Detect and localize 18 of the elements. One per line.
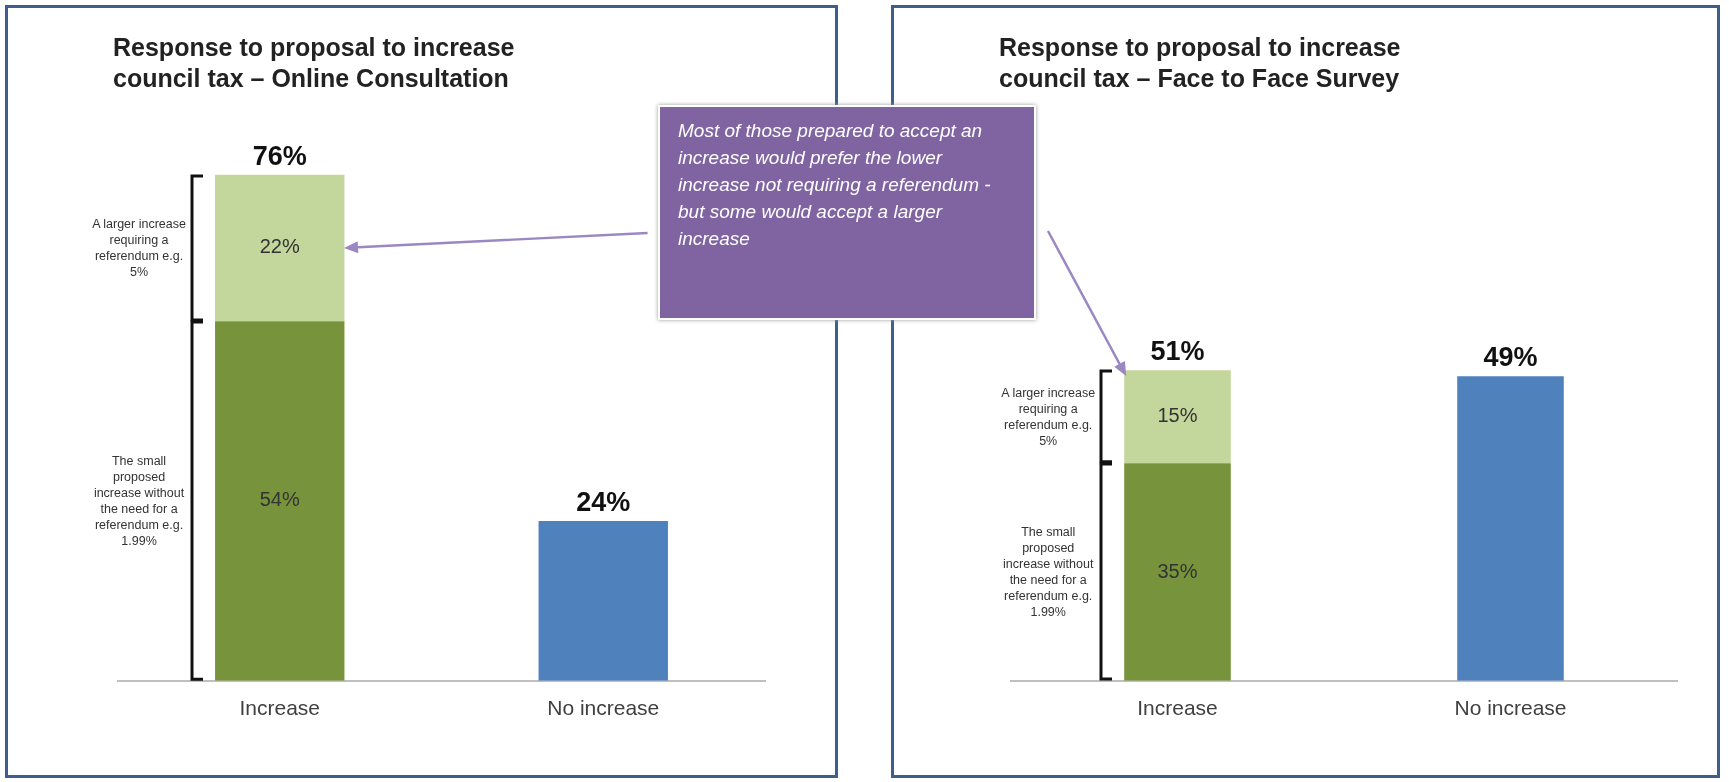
total-label: 24% [576, 486, 631, 517]
chart-title: Response to proposal to increase council tax – Face to Face Survey [999, 32, 1402, 94]
data-label: 15% [1157, 404, 1198, 427]
x-tick-label: Increase [1137, 696, 1218, 720]
data-label: 22% [259, 235, 300, 258]
x-tick-label: No increase [1454, 696, 1567, 720]
data-label: 35% [1157, 559, 1198, 582]
x-tick-label: Increase [239, 696, 321, 720]
text: The small proposed increase without the need for a referendum e.g. 1.99% [1002, 524, 1095, 621]
chart-title: Response to proposal to increase council tax – Online Consultation [113, 32, 516, 94]
x-tick-label: No increase [547, 696, 660, 720]
total-label: 76% [252, 140, 307, 171]
total-label: 49% [1483, 342, 1538, 373]
text: A larger increase requiring a referendum e.g. 5% [1000, 384, 1097, 449]
text: The small proposed increase without the need for a referendum e.g. 1.99% [92, 452, 186, 549]
text: A larger increase requiring a referendum e.g. 5% [91, 215, 187, 280]
data-label: 54% [259, 488, 300, 511]
total-label: 51% [1150, 336, 1205, 367]
